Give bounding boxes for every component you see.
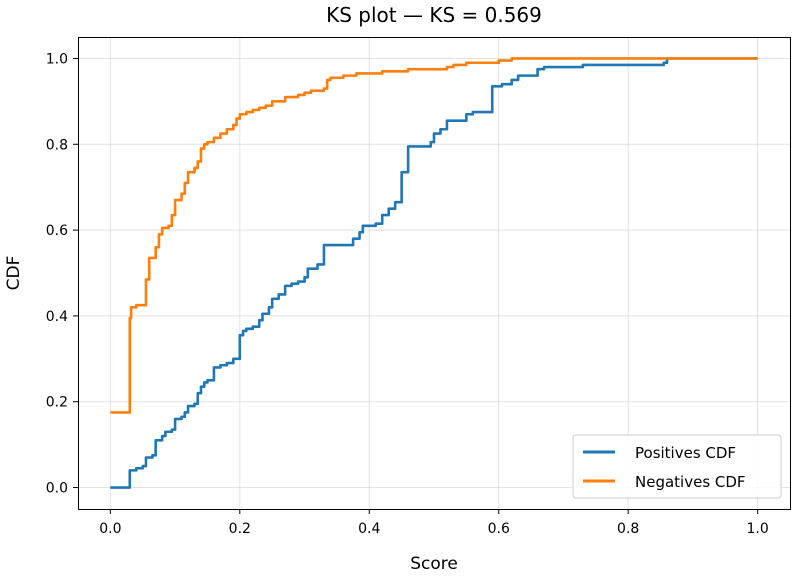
y-tick-label: 0.4 (46, 309, 68, 325)
y-axis-ticks: 0.0 0.2 0.4 0.6 0.8 1.0 (46, 51, 78, 497)
y-axis-label: CDF (4, 256, 24, 291)
x-tick-label: 0.4 (358, 521, 380, 537)
legend-label-positives: Positives CDF (635, 444, 736, 462)
legend-box (572, 434, 782, 499)
x-tick-label: 0.2 (229, 521, 251, 537)
x-axis-label: Score (410, 554, 458, 574)
x-axis-ticks: 0.0 0.2 0.4 0.6 0.8 1.0 (99, 509, 769, 537)
y-tick-label: 0.0 (46, 481, 68, 497)
legend-label-negatives: Negatives CDF (635, 473, 746, 491)
y-tick-label: 1.0 (46, 51, 68, 67)
y-tick-label: 0.8 (46, 137, 68, 153)
negatives-cdf-line (110, 57, 758, 414)
x-tick-label: 1.0 (747, 521, 769, 537)
y-tick-label: 0.6 (46, 223, 68, 239)
legend: Positives CDF Negatives CDF (572, 434, 782, 499)
plot-area-frame (78, 37, 791, 510)
x-tick-label: 0.6 (488, 521, 510, 537)
y-tick-label: 0.2 (46, 395, 68, 411)
series-lines (110, 57, 758, 489)
positives-cdf-line (110, 57, 758, 489)
x-tick-label: 0.0 (99, 521, 121, 537)
x-tick-label: 0.8 (617, 521, 639, 537)
chart-title: KS plot — KS = 0.569 (326, 3, 542, 27)
